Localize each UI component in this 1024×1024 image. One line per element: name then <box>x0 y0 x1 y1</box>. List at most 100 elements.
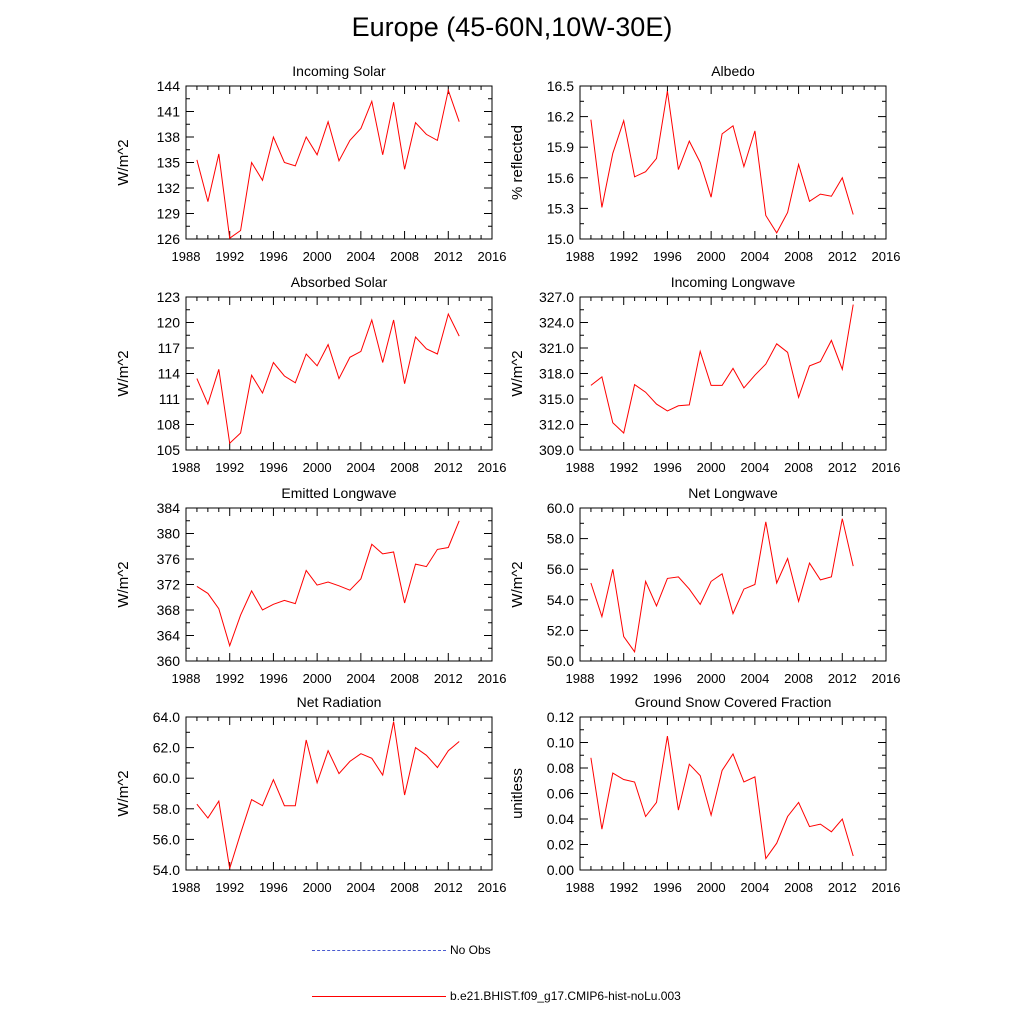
chart-panel: 1988 1992 1996 2000 2004 2008 2012 2016 54.0 56.0… <box>115 694 506 895</box>
x-tick-label: 2000 <box>303 249 332 264</box>
x-tick-label: 2016 <box>478 460 507 475</box>
x-tick-label: 1996 <box>653 671 682 686</box>
plot-frame <box>579 85 887 240</box>
chart-title: Net Radiation <box>297 694 382 710</box>
y-tick-label: 144 <box>157 78 181 94</box>
x-tick-label: 2000 <box>697 249 726 264</box>
y-tick-label: 309.0 <box>539 442 574 458</box>
y-tick-label: 64.0 <box>153 709 180 725</box>
x-tick-label: 2004 <box>346 460 375 475</box>
y-tick-label: 0.08 <box>547 760 574 776</box>
x-tick-label: 1988 <box>172 671 201 686</box>
y-tick-label: 327.0 <box>539 289 574 305</box>
y-tick-label: 0.06 <box>547 786 574 802</box>
y-tick-label: 368 <box>157 602 181 618</box>
y-tick-label: 0.04 <box>547 811 574 827</box>
y-tick-label: 312.0 <box>539 417 574 433</box>
y-tick-label: 56.0 <box>547 561 574 577</box>
chart-title: Absorbed Solar <box>291 274 388 290</box>
y-tick-label: 60.0 <box>547 500 574 516</box>
page-title: Europe (45-60N,10W-30E) <box>351 12 673 42</box>
chart-panel: 1988 1992 1996 2000 2004 2008 2012 2016 0.00 0.02… <box>509 694 900 895</box>
y-tick-label: 108 <box>157 417 181 433</box>
x-tick-label: 2004 <box>346 671 375 686</box>
chart-title: Net Longwave <box>688 485 778 501</box>
x-tick-label: 1996 <box>259 671 288 686</box>
y-tick-label: 56.0 <box>153 831 180 847</box>
y-tick-label: 54.0 <box>547 592 574 608</box>
legend-label: b.e21.BHIST.f09_g17.CMIP6-hist-noLu.003 <box>450 989 681 1003</box>
chart-panel: 1988 1992 1996 2000 2004 2008 2012 2016 126 129 13… <box>115 63 506 264</box>
y-tick-label: 315.0 <box>539 391 574 407</box>
y-axis-label: unitless <box>509 768 526 819</box>
legend-line-solid <box>312 996 446 997</box>
y-axis-label: W/m^2 <box>509 561 526 607</box>
legend-label: No Obs <box>450 943 491 957</box>
chart-panel: 1988 1992 1996 2000 2004 2008 2012 2016 105 108 11… <box>115 274 506 475</box>
y-tick-label: 117 <box>158 340 181 356</box>
y-tick-label: 318.0 <box>539 366 574 382</box>
x-tick-label: 2000 <box>303 880 332 895</box>
x-tick-label: 2016 <box>478 880 507 895</box>
x-tick-label: 2012 <box>828 880 857 895</box>
y-tick-label: 16.2 <box>547 109 574 125</box>
y-tick-label: 54.0 <box>153 862 180 878</box>
y-tick-label: 0.10 <box>547 735 574 751</box>
y-tick-label: 380 <box>157 526 181 542</box>
x-tick-label: 1996 <box>259 880 288 895</box>
y-tick-label: 376 <box>157 551 181 567</box>
legend-line-dashed <box>312 950 446 951</box>
x-tick-label: 2000 <box>303 671 332 686</box>
x-tick-label: 2000 <box>697 671 726 686</box>
x-tick-label: 2004 <box>740 460 769 475</box>
series-line <box>196 520 460 648</box>
x-tick-label: 2016 <box>872 249 901 264</box>
y-tick-label: 60.0 <box>153 770 180 786</box>
plot-frame <box>185 85 493 240</box>
y-tick-label: 384 <box>157 500 181 516</box>
x-tick-label: 2000 <box>303 460 332 475</box>
x-tick-label: 2004 <box>740 880 769 895</box>
chart-title: Emitted Longwave <box>281 485 396 501</box>
plot-frame <box>579 296 887 451</box>
x-tick-label: 1992 <box>609 460 638 475</box>
x-tick-label: 2016 <box>872 460 901 475</box>
y-axis-label: W/m^2 <box>509 350 526 396</box>
y-tick-label: 141 <box>157 104 181 120</box>
x-tick-label: 2000 <box>697 460 726 475</box>
y-tick-label: 0.02 <box>547 837 574 853</box>
y-tick-label: 50.0 <box>547 653 574 669</box>
y-tick-label: 15.3 <box>547 200 574 216</box>
x-tick-label: 2008 <box>784 880 813 895</box>
x-tick-label: 2012 <box>434 671 463 686</box>
plot-frame <box>579 716 887 871</box>
y-tick-label: 120 <box>157 315 181 331</box>
x-tick-label: 2012 <box>434 460 463 475</box>
y-tick-label: 372 <box>157 577 181 593</box>
x-tick-label: 1992 <box>609 880 638 895</box>
x-tick-label: 2008 <box>784 671 813 686</box>
x-tick-label: 2012 <box>434 880 463 895</box>
x-tick-label: 2004 <box>740 671 769 686</box>
x-tick-label: 1992 <box>609 249 638 264</box>
x-tick-label: 1992 <box>609 671 638 686</box>
series-line <box>590 91 854 234</box>
y-tick-label: 132 <box>157 180 181 196</box>
x-tick-label: 2004 <box>740 249 769 264</box>
x-tick-label: 1996 <box>259 460 288 475</box>
x-tick-label: 2000 <box>697 880 726 895</box>
x-tick-label: 2012 <box>828 671 857 686</box>
y-tick-label: 15.0 <box>547 231 574 247</box>
x-tick-label: 2012 <box>434 249 463 264</box>
x-tick-label: 1996 <box>653 880 682 895</box>
x-tick-label: 1996 <box>259 249 288 264</box>
y-tick-label: 360 <box>157 653 181 669</box>
y-tick-label: 105 <box>157 442 181 458</box>
series-line <box>196 721 460 869</box>
x-tick-label: 1988 <box>172 460 201 475</box>
x-tick-label: 1992 <box>215 460 244 475</box>
y-axis-label: W/m^2 <box>115 770 132 816</box>
y-tick-label: 0.12 <box>547 709 574 725</box>
chart-title: Ground Snow Covered Fraction <box>635 694 832 710</box>
x-tick-label: 1988 <box>172 249 201 264</box>
